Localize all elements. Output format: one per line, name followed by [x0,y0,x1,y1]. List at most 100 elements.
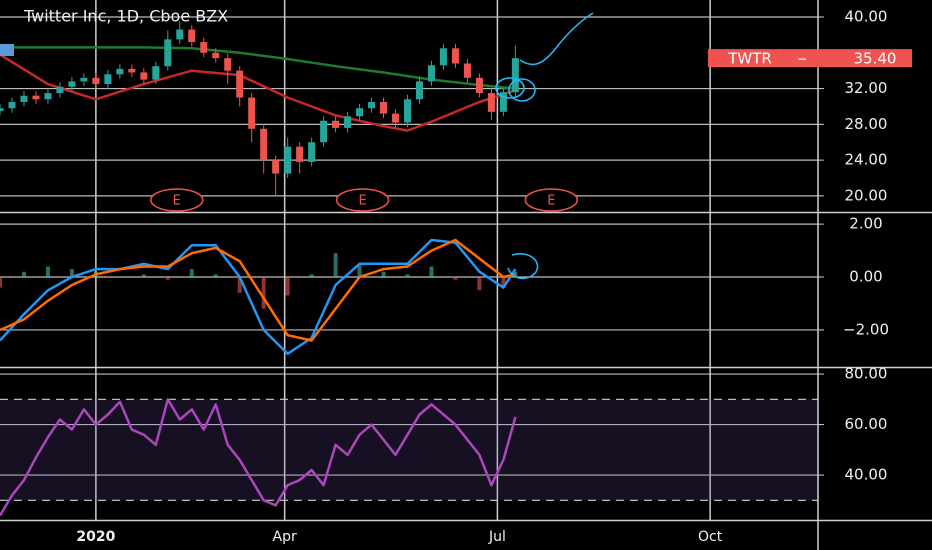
histogram-bar [285,277,290,296]
earnings-label: E [547,194,555,209]
candle-body [415,81,423,100]
drawing-arrow [519,12,594,66]
series-line [0,238,516,342]
drawing-circle [507,253,539,280]
candle-body [499,92,507,112]
candle-body [200,42,208,53]
candle-body [439,48,447,66]
y-tick-label: 40.00 [845,7,888,25]
x-tick-label: Apr [273,529,297,545]
earnings-label: E [173,194,181,209]
histogram-bar [21,271,26,278]
candle-body [164,39,172,67]
histogram-bar [477,277,482,291]
candle-body [20,95,28,102]
candle-body [92,77,100,85]
x-tick-label: 2020 [76,529,115,545]
y-tick-label: 24.00 [845,151,888,169]
candle-body [332,120,340,128]
price-tag-symbol: TWTR [727,50,772,68]
candle-body [272,160,280,174]
symbol-marker [0,44,14,56]
candle-body [296,146,304,162]
histogram-bar [0,277,2,288]
y-tick-label: 40.00 [845,466,888,484]
candle-body [380,101,388,114]
histogram-bar [165,277,170,280]
candle-body [0,108,4,111]
candle-body [44,93,52,100]
drawing-circle [495,77,525,99]
y-tick-label: 0.00 [849,268,882,286]
histogram-bar [213,274,218,278]
candle-body [427,65,435,82]
candle-body [451,48,459,64]
histogram-bar [141,274,146,278]
series-line [0,398,517,517]
candle-body [487,93,495,112]
candle-body [344,116,352,128]
candle-body [475,77,483,94]
histogram-bar [381,271,386,278]
price-tag-value: 35.40 [854,50,897,68]
candle-body [104,74,112,85]
candle-body [212,52,220,59]
histogram-bar [45,266,50,278]
candle-body [128,68,136,73]
y-tick-label: 20.00 [845,186,888,204]
y-tick-label: 80.00 [845,365,888,383]
candle-body [308,142,316,162]
candle-body [284,146,292,174]
chart-title: Twitter Inc, 1D, Cboe BZX [23,7,228,26]
candle-body [32,95,40,100]
candle-body [368,101,376,109]
earnings-marker [150,188,204,212]
candle-body [176,29,184,40]
y-tick-label: 60.00 [845,415,888,433]
candle-body [404,99,412,123]
candle-body [260,128,268,161]
price-tag [708,49,912,68]
candle-body [392,113,400,123]
histogram-bar [357,263,362,278]
histogram-bar [429,266,434,278]
earnings-label: E [358,194,366,209]
histogram-bar [189,269,194,278]
histogram-bar [333,253,338,278]
candle-body [152,66,160,80]
candle-body [356,108,364,117]
y-tick-label: 28.00 [845,115,888,133]
candle-body [80,77,88,82]
earnings-marker [524,188,579,212]
candle-body [116,68,124,75]
candle-body [463,63,471,78]
x-tick-label: Jul [488,529,506,545]
candle-body [248,97,256,129]
candle-body [236,70,244,98]
series-line [0,53,516,132]
histogram-bar [117,277,122,278]
drawing-circle [508,78,536,102]
histogram-bar [261,277,266,309]
candle-body [56,86,64,94]
histogram-bar [501,277,506,288]
series-line [0,46,516,90]
earnings-marker [335,188,390,212]
histogram-bar [237,277,242,293]
y-tick-label: 2.00 [849,215,882,233]
histogram-bar [309,274,314,278]
candle-body [224,58,232,71]
histogram-bar [69,269,74,278]
histogram-bar [453,277,458,280]
y-tick-label: 32.00 [845,79,888,97]
y-tick-label: −2.00 [843,320,889,338]
candle-body [140,72,148,80]
rsi-band [0,399,818,501]
series-line [0,238,517,356]
candle-body [8,101,16,109]
candle-body [511,58,519,93]
